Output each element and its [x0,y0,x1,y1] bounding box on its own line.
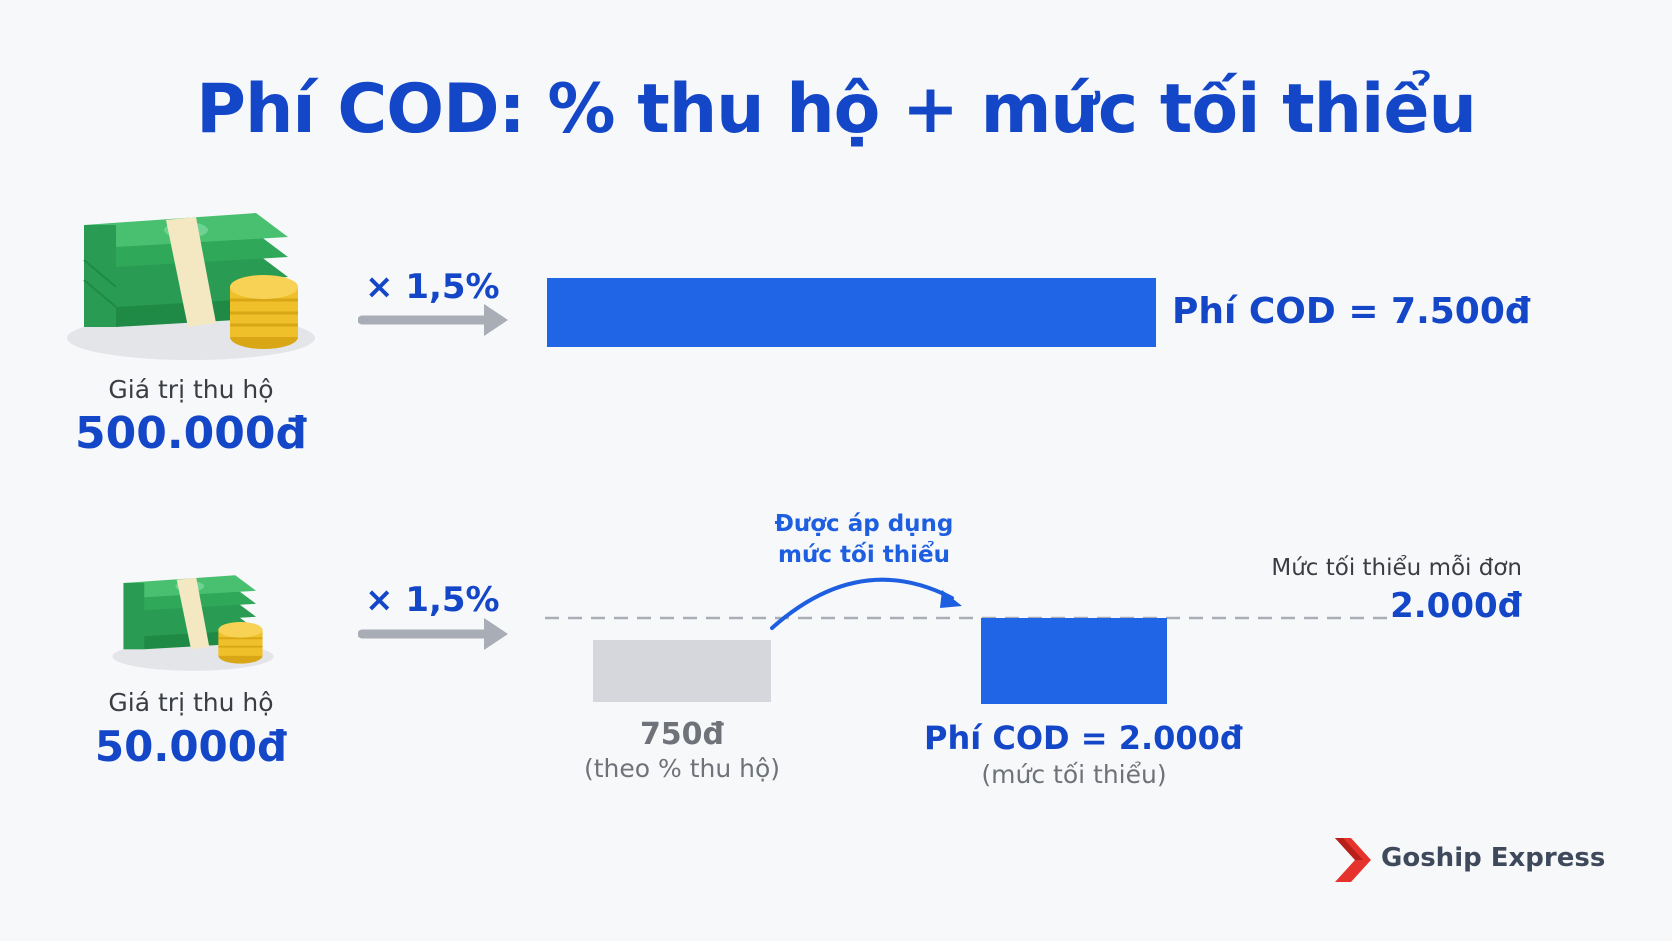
collection-value: 500.000đ [75,408,307,459]
applied-note-line2: mức tối thiểu [778,542,950,568]
curved-arrow-icon [760,568,975,638]
cod-fee-result-small: Phí COD = 2.000đ [924,719,1243,757]
goship-logo-icon [1333,836,1373,884]
cod-fee-result-large: Phí COD = 7.500đ [1172,291,1531,332]
applied-minimum-note: Được áp dụng mức tối thiểu [744,509,984,571]
minimum-threshold-line [545,610,1395,624]
multiplier-label: × 1,5% [365,580,500,620]
minimum-per-order-value: 2.000đ [1390,586,1522,626]
cod-fee-bar-minimum [981,618,1167,704]
brand-name: Goship Express [1381,843,1606,873]
arrow-right-icon [357,614,513,654]
applied-note-line1: Được áp dụng [774,511,954,537]
collection-label: Giá trị thu hộ [108,688,274,717]
money-stack-icon [66,205,316,365]
collection-value: 50.000đ [94,722,288,771]
percentage-fee-note: (theo % thu hộ) [583,754,781,783]
cod-fee-bar-large [547,278,1156,347]
multiplier-label: × 1,5% [365,267,500,307]
arrow-right-icon [357,300,513,340]
minimum-fee-note: (mức tối thiểu) [981,760,1167,789]
percentage-fee-bar [593,640,771,702]
money-stack-icon [91,570,295,674]
percentage-fee-value: 750đ [639,717,725,752]
page-title: Phí COD: % thu hộ + mức tối thiểu [196,70,1477,149]
minimum-per-order-label: Mức tối thiểu mỗi đơn [1271,555,1522,581]
collection-label: Giá trị thu hộ [108,375,274,404]
